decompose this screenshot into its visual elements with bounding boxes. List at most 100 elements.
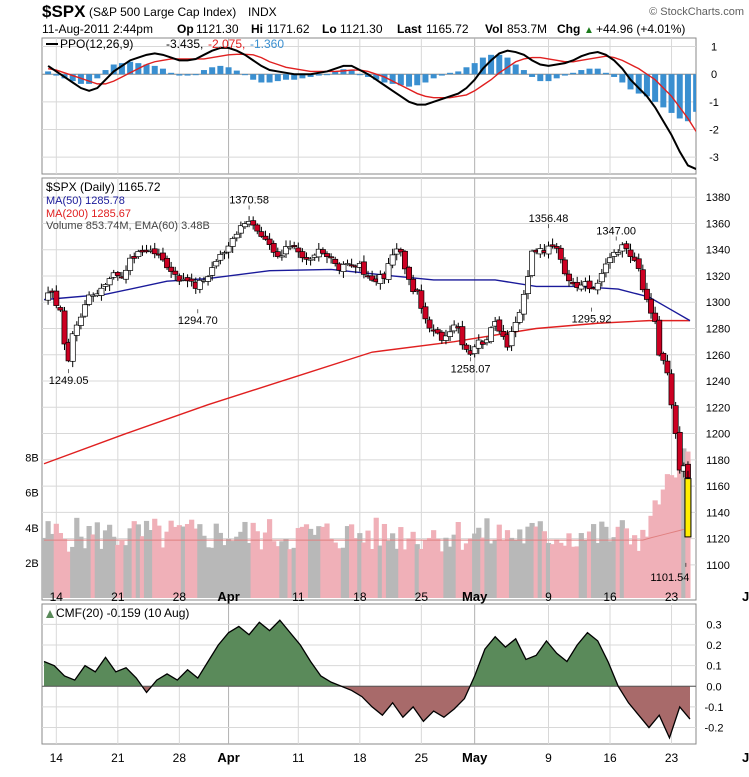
x-axis-tick-label-bottom: Jun xyxy=(742,750,749,765)
candle-body xyxy=(237,225,244,234)
price-y-tick-label: 1320 xyxy=(706,271,730,283)
header-hi-value: 1171.62 xyxy=(267,22,310,36)
ppo-plot xyxy=(42,46,696,170)
volume-bar xyxy=(459,549,465,598)
ppo-histogram-bar xyxy=(291,74,298,80)
x-axis-tick-label-middle: 9 xyxy=(545,590,552,604)
ma200-legend: MA(200) 1285.67 xyxy=(46,208,131,220)
cmf-y-tick-label: -0.1 xyxy=(705,702,724,714)
candle-body xyxy=(660,352,667,361)
volume-bar xyxy=(332,542,338,598)
volume-bar xyxy=(225,538,232,598)
volume-bar xyxy=(135,524,141,598)
x-axis-tick-label-middle: Apr xyxy=(217,589,239,604)
candle-body xyxy=(86,294,93,305)
candle-body xyxy=(135,251,142,257)
ppo-histogram-bar xyxy=(200,70,207,75)
x-axis-tick-label-middle: 23 xyxy=(665,590,679,604)
volume-bar xyxy=(164,531,170,598)
candle-body xyxy=(406,266,412,280)
candle-body xyxy=(426,319,433,329)
ppo-histogram-bar xyxy=(488,54,495,75)
volume-bar xyxy=(123,545,129,598)
ppo-histogram-bar xyxy=(184,74,191,76)
volume-bar xyxy=(562,545,568,598)
volume-bar xyxy=(664,474,671,598)
candle-body xyxy=(176,275,183,282)
volume-bar xyxy=(242,521,248,598)
header-vol-label: Vol xyxy=(485,22,503,36)
candle-body xyxy=(45,292,52,301)
price-y-tick-label: 1220 xyxy=(706,402,730,414)
cmf-y-tick-label: 0.3 xyxy=(706,619,721,631)
volume-bar xyxy=(521,543,527,598)
volume-bar xyxy=(463,543,470,598)
volume-bar xyxy=(681,448,687,598)
candle-body xyxy=(500,330,507,337)
candle-body xyxy=(447,331,454,337)
volume-bar xyxy=(414,544,420,598)
volume-bar xyxy=(439,551,445,598)
candle-body xyxy=(262,235,269,240)
x-axis-tick-label-bottom: 28 xyxy=(173,751,187,765)
volume-bar xyxy=(42,537,47,598)
volume-bar xyxy=(308,528,314,598)
ppo-histogram-bar xyxy=(414,74,421,86)
volume-bar xyxy=(406,538,412,598)
ppo-signal-line xyxy=(47,53,696,132)
ppo-histogram-bar xyxy=(611,74,618,77)
ppo-histogram-bar xyxy=(102,70,109,75)
ppo-histogram-bar xyxy=(332,71,339,75)
volume-bar xyxy=(537,521,543,598)
ppo-histogram-bar xyxy=(356,74,363,76)
volume-bar xyxy=(369,548,375,598)
ppo-legend-label: PPO(12,26,9) xyxy=(60,37,133,51)
volume-bar xyxy=(316,526,322,598)
candle-body xyxy=(340,263,347,272)
price-y-tick-label: 1120 xyxy=(706,534,730,546)
ppo-histogram-bar xyxy=(94,74,101,79)
cmf-plot xyxy=(42,619,696,740)
candle-body xyxy=(53,290,60,306)
candle-body xyxy=(188,278,195,282)
candle-body xyxy=(401,250,408,270)
candle-body xyxy=(332,258,339,264)
ppo-histogram-bar xyxy=(578,70,585,75)
volume-bar xyxy=(619,520,625,598)
ppo-histogram-bar xyxy=(45,71,52,75)
volume-bar xyxy=(303,524,310,598)
candle-body xyxy=(328,256,335,259)
ppo-histogram-bar xyxy=(86,74,93,84)
candle-body xyxy=(369,275,376,281)
header-quote-line: 11-Aug-2011 2:44pm Op 1121.30 Hi 1171.62… xyxy=(42,22,685,36)
ppo-histogram-bar xyxy=(561,74,568,76)
volume-bar xyxy=(180,526,187,598)
volume-bar xyxy=(627,544,634,598)
candle-body xyxy=(434,329,441,334)
volume-bar xyxy=(184,524,191,598)
volume-bar xyxy=(160,547,166,598)
candle-body xyxy=(627,249,634,257)
header-chg-arrow: ▲ xyxy=(584,25,594,36)
x-axis-tick-label-middle: Jun xyxy=(742,589,749,604)
ppo-histogram-bar xyxy=(652,74,659,102)
price-annotation-label: 1249.05 xyxy=(49,375,89,387)
volume-bar xyxy=(361,542,367,598)
price-annotation-label: 1356.48 xyxy=(529,213,569,225)
ppo-histogram-bar xyxy=(537,74,544,82)
candle-body xyxy=(102,284,109,287)
ppo-histogram-bar xyxy=(668,74,675,113)
volume-bar xyxy=(410,531,416,598)
x-axis-tick-label-bottom: 25 xyxy=(415,751,429,765)
x-axis-tick-label-middle: 11 xyxy=(292,590,305,604)
volume-bar xyxy=(648,515,654,598)
candle-body xyxy=(106,278,113,286)
volume-bar xyxy=(603,526,609,598)
ppo-histogram-bar xyxy=(381,74,388,83)
volume-bar xyxy=(156,525,162,598)
candle-body xyxy=(98,287,105,296)
price-plot xyxy=(42,196,696,598)
ppo-histogram-bar xyxy=(693,74,696,112)
price-annotation-label: 1258.07 xyxy=(451,363,491,375)
